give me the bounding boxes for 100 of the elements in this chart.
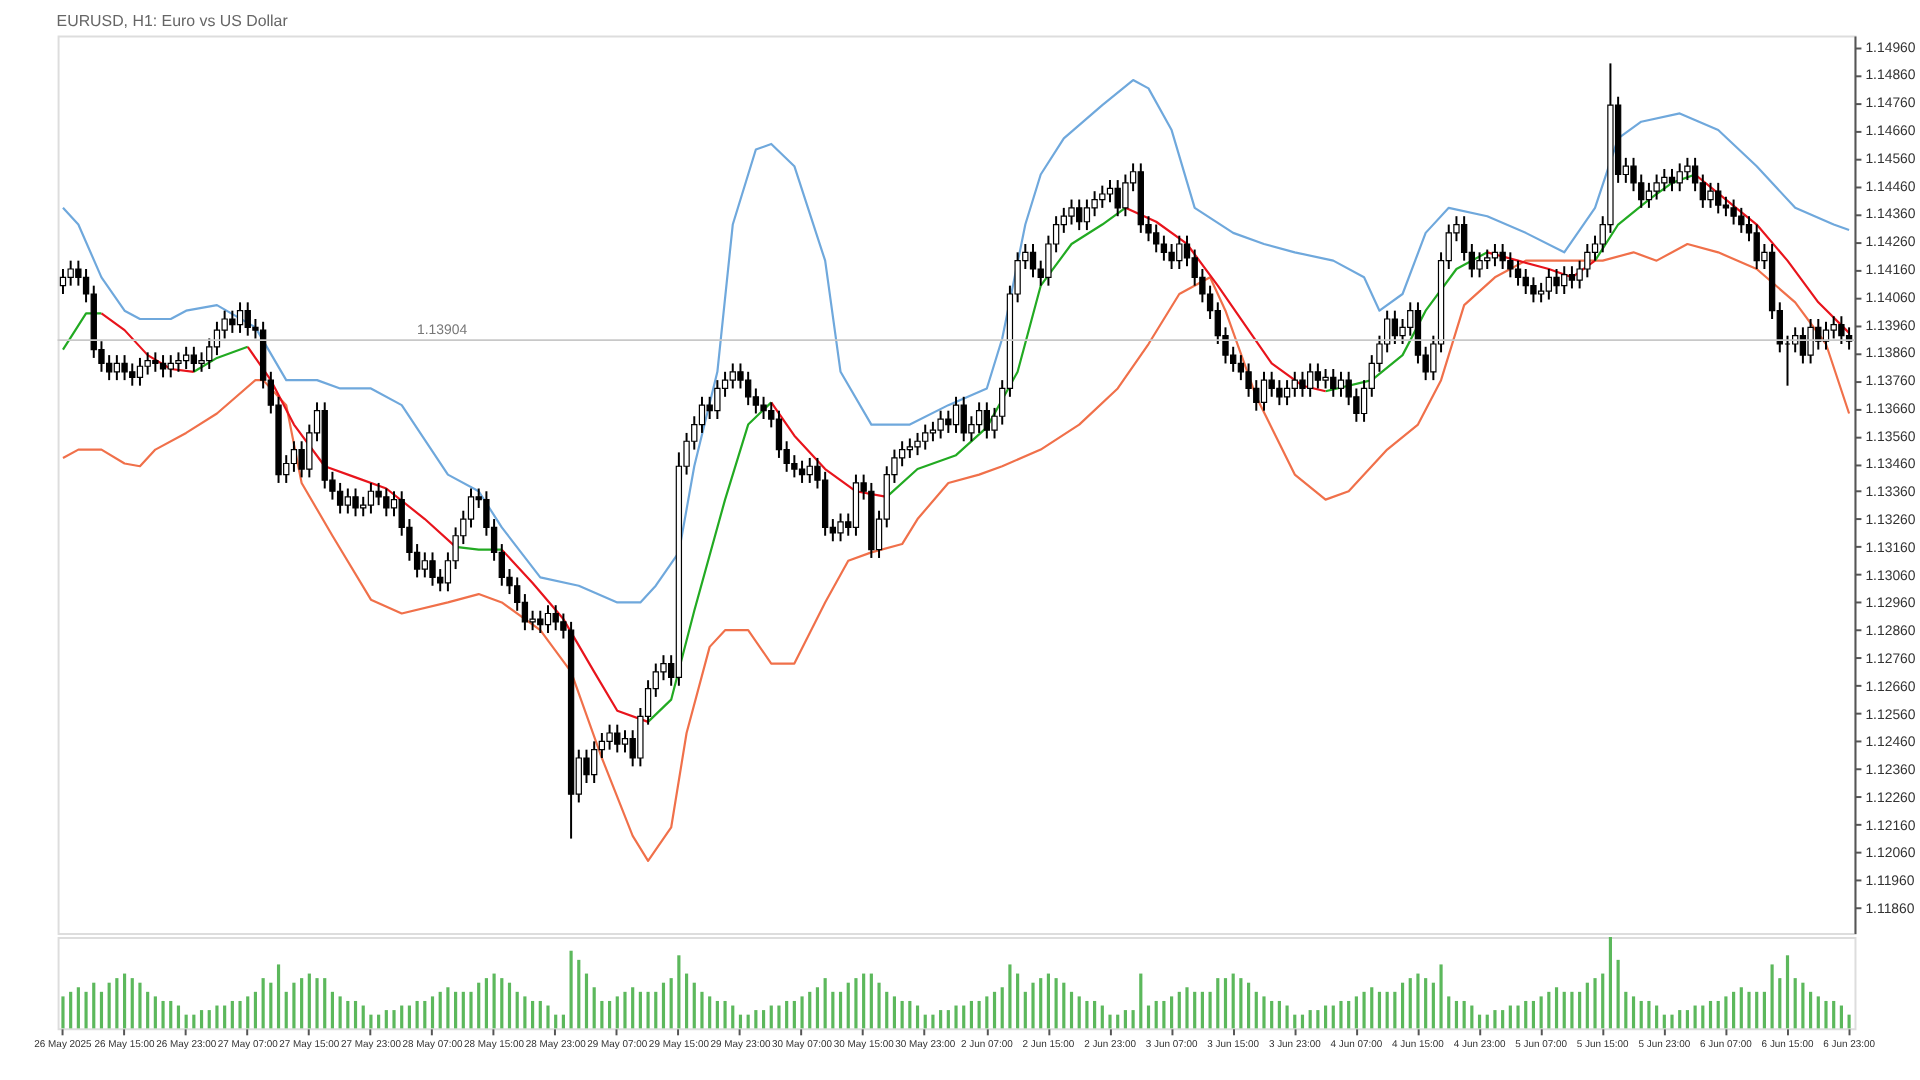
candlestick (621, 729, 629, 754)
candlestick (1291, 370, 1298, 398)
candlestick (1514, 259, 1522, 287)
candlestick (1537, 281, 1545, 304)
candlestick (1306, 362, 1314, 398)
candlestick (945, 409, 952, 434)
candlestick (1738, 206, 1745, 234)
candlestick (1168, 242, 1175, 270)
candlestick (229, 309, 236, 334)
candlestick (806, 456, 813, 484)
candlestick (529, 609, 536, 632)
candlestick (1838, 315, 1845, 346)
candlestick (1029, 242, 1037, 279)
candlestick (1499, 242, 1506, 270)
candlestick (1314, 362, 1322, 390)
candlestick (1715, 181, 1722, 215)
candlestick (159, 354, 167, 379)
candlestick (1414, 301, 1422, 365)
candlestick (1153, 223, 1160, 254)
line-series (61, 242, 1851, 862)
candlestick (937, 409, 944, 440)
candlestick (1160, 234, 1168, 262)
candlestick (929, 420, 937, 443)
candlestick (352, 487, 359, 518)
candlestick (898, 440, 906, 468)
candlestick (1730, 198, 1737, 226)
candlestick (244, 301, 251, 337)
candlestick (1276, 379, 1283, 407)
candlestick (190, 345, 198, 373)
candlestick (1653, 173, 1660, 201)
candlestick (1237, 354, 1245, 382)
candlestick (1676, 162, 1683, 193)
candlestick (1283, 379, 1291, 407)
candlestick (383, 487, 390, 518)
candlestick (1068, 198, 1075, 226)
candlestick (852, 473, 860, 537)
candlestick (714, 379, 721, 421)
candlestick (290, 440, 298, 473)
candlestick (1076, 198, 1083, 232)
candlestick (1460, 215, 1468, 262)
candlestick (1815, 318, 1822, 351)
candlestick (367, 481, 375, 515)
candlestick (706, 395, 713, 421)
candlestick (1176, 234, 1183, 270)
candlestick (798, 459, 806, 484)
candlestick (360, 495, 367, 518)
candlestick (1268, 370, 1275, 398)
candlestick (960, 395, 967, 443)
candlestick (1807, 318, 1814, 365)
candlestick (1645, 181, 1653, 209)
candlestick (429, 551, 436, 587)
candlestick (614, 723, 621, 754)
candlestick (752, 387, 760, 415)
candlestick (182, 345, 190, 371)
candlestick (1522, 267, 1529, 295)
candlestick (521, 593, 529, 632)
candlestick (236, 301, 244, 334)
candlestick (344, 487, 352, 515)
candlestick (1753, 223, 1760, 270)
candlestick (537, 609, 544, 634)
candlestick (1083, 198, 1091, 232)
candlestick (1099, 184, 1106, 209)
candlestick (67, 259, 74, 287)
candlestick (1484, 248, 1491, 270)
candlestick (698, 395, 706, 434)
candlestick (1391, 309, 1399, 346)
candlestick (167, 354, 174, 379)
candlestick (1322, 368, 1329, 390)
candlestick (1668, 167, 1676, 193)
candlestick (421, 551, 428, 579)
candlestick (983, 401, 991, 440)
candlestick (760, 395, 767, 421)
candlestick (1476, 251, 1483, 279)
candlestick (1260, 370, 1268, 412)
candlestick (1299, 370, 1306, 398)
candlestick (206, 337, 213, 371)
candlestick (1545, 267, 1553, 301)
candlestick (152, 351, 159, 373)
candlestick (1722, 195, 1730, 218)
candlestick (729, 362, 736, 390)
candlestick (1530, 276, 1537, 304)
candlestick (837, 512, 844, 543)
candlestick (1707, 181, 1714, 209)
candlestick (975, 401, 983, 434)
candlestick (1661, 167, 1668, 193)
candlestick (591, 740, 598, 785)
candlestick (1491, 242, 1499, 268)
candlestick (906, 437, 914, 459)
chart-title: EURUSD, H1: Euro vs US Dollar (56, 11, 289, 30)
candlestick (922, 423, 929, 451)
candlestick (544, 604, 552, 634)
candlestick (121, 354, 128, 382)
candlestick (1553, 267, 1560, 295)
candlestick (1568, 265, 1576, 290)
candlestick (467, 487, 475, 529)
candlestick (175, 351, 182, 373)
candlestick (1699, 173, 1706, 209)
candlestick (744, 370, 752, 407)
candlestick (1507, 251, 1514, 279)
candlestick (129, 362, 136, 387)
